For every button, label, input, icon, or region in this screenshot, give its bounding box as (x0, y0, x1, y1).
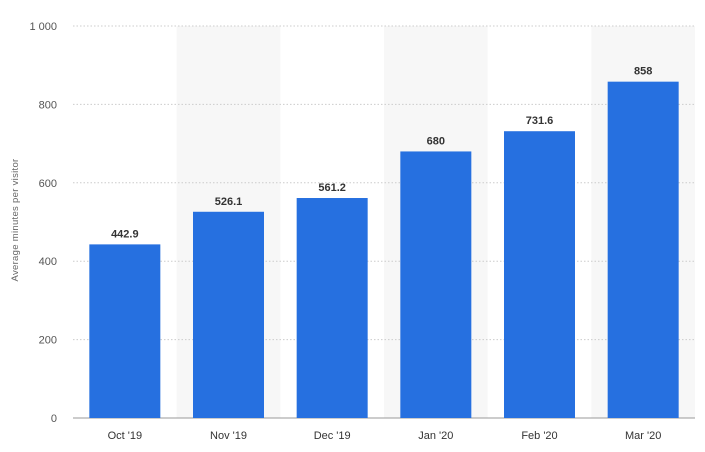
y-axis-title: Average minutes per visitor (10, 158, 21, 281)
data-labels: 442.9 526.1 561.2 680 731.6 858 (111, 66, 652, 241)
y-axis-ticks: 0 200 400 600 800 1 000 (29, 21, 57, 425)
y-tick-label: 200 (39, 335, 57, 347)
data-label: 731.6 (526, 115, 554, 127)
data-label: 526.1 (215, 196, 243, 208)
y-tick-label: 800 (39, 99, 57, 111)
bar (296, 198, 368, 418)
bars (89, 81, 679, 418)
y-tick-label: 600 (39, 178, 57, 190)
x-tick-label: Feb '20 (521, 430, 557, 442)
bar (193, 211, 264, 418)
gridlines (73, 25, 695, 419)
y-tick-label: 400 (39, 256, 57, 268)
bar (504, 131, 575, 418)
bar (607, 81, 679, 418)
x-tick-label: Dec '19 (314, 430, 351, 442)
data-label: 442.9 (111, 228, 139, 240)
bar (89, 244, 161, 418)
x-tick-label: Jan '20 (418, 430, 453, 442)
bar (400, 151, 472, 418)
data-label: 680 (427, 135, 445, 147)
x-axis-ticks: Oct '19 Nov '19 Dec '19 Jan '20 Feb '20 Mar '… (108, 430, 662, 442)
x-tick-label: Nov '19 (210, 430, 247, 442)
data-label: 561.2 (318, 182, 346, 194)
x-tick-label: Mar '20 (625, 430, 661, 442)
data-label: 858 (634, 66, 652, 78)
x-tick-label: Oct '19 (108, 430, 143, 442)
y-tick-label: 1 000 (29, 21, 57, 33)
y-tick-label: 0 (51, 413, 57, 425)
